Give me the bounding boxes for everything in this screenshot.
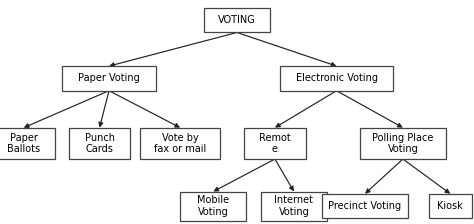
FancyBboxPatch shape bbox=[204, 8, 270, 32]
Text: Polling Place
Voting: Polling Place Voting bbox=[372, 133, 434, 154]
Text: VOTING: VOTING bbox=[218, 15, 256, 25]
Text: Kiosk: Kiosk bbox=[438, 201, 463, 211]
FancyBboxPatch shape bbox=[180, 192, 246, 221]
FancyBboxPatch shape bbox=[429, 194, 472, 218]
Text: Punch
Cards: Punch Cards bbox=[84, 133, 115, 154]
Text: Remot
e: Remot e bbox=[259, 133, 291, 154]
Text: Precinct Voting: Precinct Voting bbox=[328, 201, 401, 211]
Text: Paper Voting: Paper Voting bbox=[78, 73, 140, 83]
FancyBboxPatch shape bbox=[280, 66, 393, 91]
FancyBboxPatch shape bbox=[261, 192, 327, 221]
Text: Internet
Voting: Internet Voting bbox=[274, 195, 313, 217]
FancyBboxPatch shape bbox=[69, 128, 130, 159]
FancyBboxPatch shape bbox=[244, 128, 306, 159]
Text: Vote by
fax or mail: Vote by fax or mail bbox=[154, 133, 206, 154]
FancyBboxPatch shape bbox=[140, 128, 220, 159]
FancyBboxPatch shape bbox=[0, 128, 55, 159]
FancyBboxPatch shape bbox=[62, 66, 156, 91]
Text: Electronic Voting: Electronic Voting bbox=[296, 73, 377, 83]
FancyBboxPatch shape bbox=[322, 194, 408, 218]
FancyBboxPatch shape bbox=[360, 128, 446, 159]
Text: Mobile
Voting: Mobile Voting bbox=[197, 195, 229, 217]
Text: Paper
Ballots: Paper Ballots bbox=[7, 133, 40, 154]
